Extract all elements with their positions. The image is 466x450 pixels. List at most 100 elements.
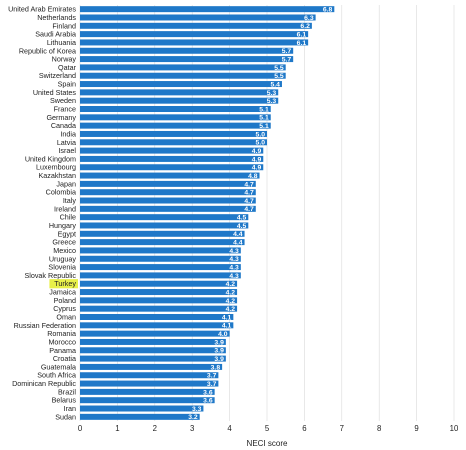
value-label: 4.2 [226, 306, 236, 313]
category-label: Chile [60, 213, 76, 222]
value-label: 5.0 [256, 140, 266, 147]
value-label: 3.8 [211, 364, 221, 371]
bar [80, 155, 264, 162]
category-label: Oman [56, 313, 76, 322]
category-label: Iran [64, 404, 76, 413]
bar [80, 130, 267, 137]
bar [80, 164, 264, 171]
value-label: 4.3 [229, 273, 239, 280]
bar [80, 214, 249, 221]
value-label: 4.9 [252, 165, 262, 172]
bar [80, 114, 271, 121]
value-label: 5.4 [271, 81, 281, 88]
bar [80, 397, 215, 404]
category-label: Guatemala [41, 362, 76, 371]
value-label: 5.1 [259, 123, 269, 130]
x-tick-label: 5 [265, 424, 270, 433]
bar [80, 39, 309, 46]
value-label: 4.3 [229, 256, 239, 263]
bar [80, 56, 294, 63]
category-label: Ireland [54, 204, 76, 213]
category-label: Spain [58, 80, 76, 89]
bar [80, 405, 204, 412]
value-label: 4.1 [222, 314, 232, 321]
category-label: Belarus [52, 396, 77, 405]
value-label: 4.2 [226, 281, 236, 288]
bar [80, 22, 312, 29]
bar [80, 6, 335, 13]
value-label: 3.7 [207, 373, 217, 380]
bar [80, 247, 241, 254]
value-label: 5.0 [256, 131, 266, 138]
category-label: Greece [52, 238, 76, 247]
bar [80, 388, 215, 395]
value-label: 3.6 [203, 398, 213, 405]
bar [80, 172, 260, 179]
x-tick-label: 2 [153, 424, 157, 433]
category-label: Canada [51, 121, 76, 130]
category-label: Egypt [58, 229, 76, 238]
value-label: 5.3 [267, 98, 277, 105]
category-label: Netherlands [37, 13, 76, 22]
category-label: Finland [52, 21, 76, 30]
category-label: Switzerland [39, 71, 76, 80]
value-label: 5.1 [259, 106, 269, 113]
x-tick-label: 9 [414, 424, 418, 433]
bar [80, 205, 256, 212]
value-label: 6.2 [300, 23, 310, 30]
value-label: 4.2 [226, 298, 236, 305]
value-labels: 6.86.36.26.16.15.75.75.55.55.45.35.35.15… [188, 7, 332, 422]
category-label: Germany [46, 113, 76, 122]
category-label: United Kingdom [25, 154, 76, 163]
value-label: 5.7 [282, 48, 292, 55]
value-label: 6.1 [297, 32, 307, 39]
value-label: 4.7 [244, 198, 254, 205]
bar [80, 122, 271, 129]
category-label: Kazakhstan [38, 171, 76, 180]
bar [80, 189, 256, 196]
value-label: 6.8 [323, 7, 333, 14]
x-tick-label: 7 [340, 424, 344, 433]
value-label: 4.7 [244, 181, 254, 188]
category-label: Russian Federation [14, 321, 76, 330]
category-label: Brazil [58, 387, 76, 396]
value-label: 4.3 [229, 264, 239, 271]
category-label: Lithuania [47, 38, 76, 47]
bar [80, 14, 316, 21]
category-label: Turkey [54, 279, 76, 288]
category-label: Slovenia [48, 263, 76, 272]
bar [80, 222, 249, 229]
bar [80, 31, 309, 38]
value-label: 4.0 [218, 331, 228, 338]
category-label: Qatar [58, 63, 77, 72]
bar [80, 47, 294, 54]
value-label: 3.9 [214, 348, 224, 355]
category-label: Latvia [57, 138, 76, 147]
category-label: Slovak Republic [24, 271, 76, 280]
x-axis-title: NECI score [247, 439, 288, 448]
bar [80, 280, 238, 287]
category-label: Saudi Arabia [35, 30, 76, 39]
bar [80, 239, 245, 246]
category-label: Hungary [49, 221, 77, 230]
bar [80, 180, 256, 187]
value-label: 3.9 [214, 339, 224, 346]
value-label: 3.6 [203, 389, 213, 396]
bars [80, 6, 335, 420]
category-label: Sudan [55, 412, 76, 421]
value-label: 4.9 [252, 148, 262, 155]
category-label: Romania [47, 329, 76, 338]
bar [80, 264, 241, 271]
value-label: 4.7 [244, 206, 254, 213]
category-label: United States [33, 88, 77, 97]
x-tick-label: 8 [377, 424, 381, 433]
bar [80, 139, 267, 146]
value-label: 4.7 [244, 190, 254, 197]
category-labels: United Arab EmiratesNetherlandsFinlandSa… [8, 5, 78, 421]
x-tick-label: 10 [450, 424, 459, 433]
bar [80, 64, 286, 71]
bar [80, 355, 226, 362]
category-label: United Arab Emirates [8, 5, 76, 14]
bar [80, 305, 238, 312]
